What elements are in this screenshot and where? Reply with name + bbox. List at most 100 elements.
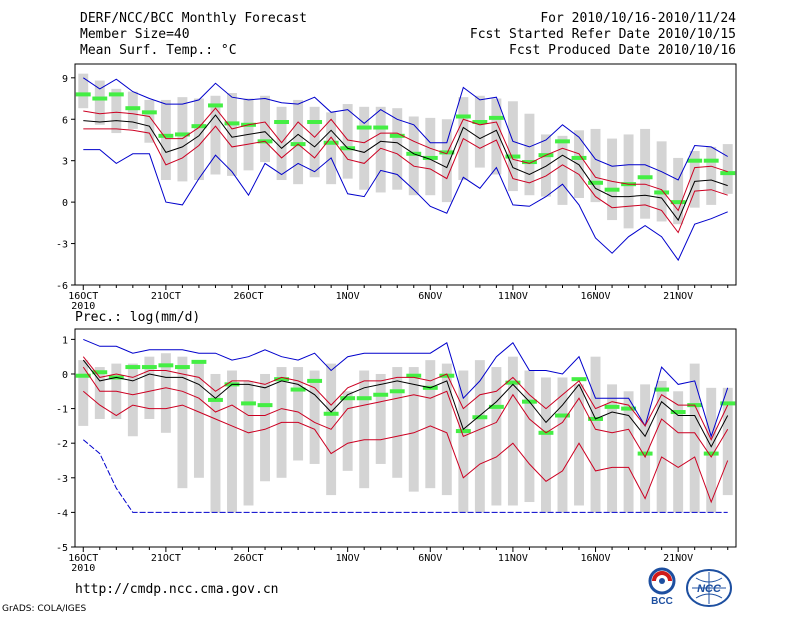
prec-observed-mark xyxy=(389,389,405,394)
temp-xtick-label: 6NOV xyxy=(418,291,442,302)
temp-range-bar xyxy=(375,106,386,193)
prec-range-bar xyxy=(177,356,188,489)
prec-observed-mark xyxy=(141,365,157,370)
temp-observed-mark xyxy=(720,171,736,176)
prec-upper-line xyxy=(82,356,729,441)
prec-observed-mark xyxy=(323,411,339,416)
prec-observed-mark xyxy=(406,373,422,378)
header-left: DERF/NCC/BCC Monthly Forecast Member Size… xyxy=(80,11,307,59)
prec-xtick-label: 16NOV xyxy=(580,553,610,564)
temp-observed-mark xyxy=(75,92,91,97)
temp-range-bar xyxy=(607,138,618,221)
prec-observed-mark xyxy=(257,403,273,408)
temp-observed-mark xyxy=(505,154,521,159)
temp-range-bar xyxy=(359,106,370,190)
prec-range-bar xyxy=(160,353,171,433)
prec-panel: -5 -4 -3 -2 -1 0 1 16OCT 21OCT 26OCT 1NOV 6NOV 11NOV… xyxy=(56,310,737,574)
temp-observed-mark xyxy=(472,120,488,125)
prec-observed-mark xyxy=(637,451,653,456)
prec-observed-mark xyxy=(307,378,323,383)
prec-ytick-label: -5 xyxy=(56,543,68,554)
prec-range-bar xyxy=(144,356,155,419)
temp-range-bar xyxy=(210,95,221,175)
prec-observed-mark xyxy=(174,365,190,370)
prec-observed-mark xyxy=(75,373,91,378)
prec-range-bar xyxy=(722,387,733,496)
prec-range-bar xyxy=(78,360,89,426)
temp-range-bar xyxy=(127,91,138,129)
prec-range-bar xyxy=(309,370,320,464)
temp-observed-mark xyxy=(703,158,719,163)
ncc-logo: NCC xyxy=(686,569,732,607)
ncc-logo-text: NCC xyxy=(697,583,722,595)
temp-range-bar xyxy=(474,95,485,168)
prec-range-bar xyxy=(94,367,105,419)
temp-observed-mark xyxy=(274,120,289,125)
temp-range-bar xyxy=(656,141,667,222)
prec-xtick-label: 26OCT xyxy=(233,553,263,564)
prec-observed-mark xyxy=(505,380,521,385)
forecast-started-date: Fcst Started Refer Date 2010/10/15 xyxy=(469,27,736,42)
prec-observed-mark xyxy=(720,401,736,406)
prec-range-bar xyxy=(557,377,568,513)
temp-xtick-label: 21OCT xyxy=(151,291,181,302)
temp-range-bar xyxy=(623,134,634,229)
temp-range-bar xyxy=(392,108,403,190)
prec-min-line xyxy=(82,439,728,513)
prec-range-bar xyxy=(260,373,270,482)
prec-xtick-label: 6NOV xyxy=(418,553,442,564)
temp-range-bar xyxy=(94,80,105,125)
temp-observed-mark xyxy=(191,124,207,129)
temp-ytick-label: 0 xyxy=(62,198,68,209)
prec-xtick-label: 1NOV xyxy=(336,553,360,564)
temp-observed-mark xyxy=(670,200,686,205)
temp-range-bar xyxy=(309,106,320,178)
prec-range-bar xyxy=(574,384,584,506)
temp-range-bar xyxy=(342,104,353,179)
forecast-produced-date: Fcst Produced Date 2010/10/16 xyxy=(509,43,736,58)
prec-range-bar xyxy=(227,370,237,513)
prec-range-bar xyxy=(193,360,204,478)
prec-observed-mark xyxy=(158,363,174,368)
temp-range-bar xyxy=(557,135,568,205)
temp-observed-mark xyxy=(208,103,223,108)
temp-frame xyxy=(74,63,737,286)
temp-observed-mark xyxy=(654,190,670,195)
temp-mean-line xyxy=(83,114,728,222)
temp-range-bar xyxy=(293,99,304,185)
prec-observed-mark xyxy=(241,401,256,406)
temp-min-line xyxy=(83,149,728,262)
temp-range-bar xyxy=(574,130,584,198)
prec-xtick-label: 16OCT xyxy=(68,553,98,564)
prec-observed-mark xyxy=(488,404,504,409)
temp-observed-mark xyxy=(637,175,653,180)
temp-range-bar xyxy=(706,146,717,205)
temp-range-bar xyxy=(193,98,204,181)
prec-observed-mark xyxy=(472,415,488,420)
temp-observed-mark xyxy=(522,160,537,165)
prec-lower-line xyxy=(82,366,729,459)
prec-range-bar xyxy=(474,360,485,513)
prec-range-bar xyxy=(342,391,353,471)
temp-observed-mark xyxy=(687,158,703,163)
prec-p10-line xyxy=(82,390,729,504)
prec-observed-mark xyxy=(703,451,719,456)
prec-range-bar xyxy=(441,363,452,496)
prec-range-bar xyxy=(458,370,469,513)
temp-ytick-label: -3 xyxy=(56,240,68,251)
prec-range-bar xyxy=(210,373,221,513)
prec-range-bar xyxy=(673,391,684,513)
prec-observed-mark xyxy=(373,392,389,397)
source-url[interactable]: http://cmdp.ncc.cma.gov.cn xyxy=(75,582,279,597)
grads-credit: GrADS: COLA/IGES xyxy=(2,604,87,614)
temp-observed-mark xyxy=(108,92,124,97)
prec-range-bar xyxy=(375,373,386,464)
prec-frame xyxy=(74,328,737,548)
prec-range-bar xyxy=(706,387,717,513)
prec-observed-mark xyxy=(191,359,207,364)
prec-ytick-label: 0 xyxy=(62,370,68,381)
temp-ytick-label: 6 xyxy=(62,115,68,126)
prec-range-bar xyxy=(359,370,370,489)
prec-range-bar xyxy=(590,356,601,513)
